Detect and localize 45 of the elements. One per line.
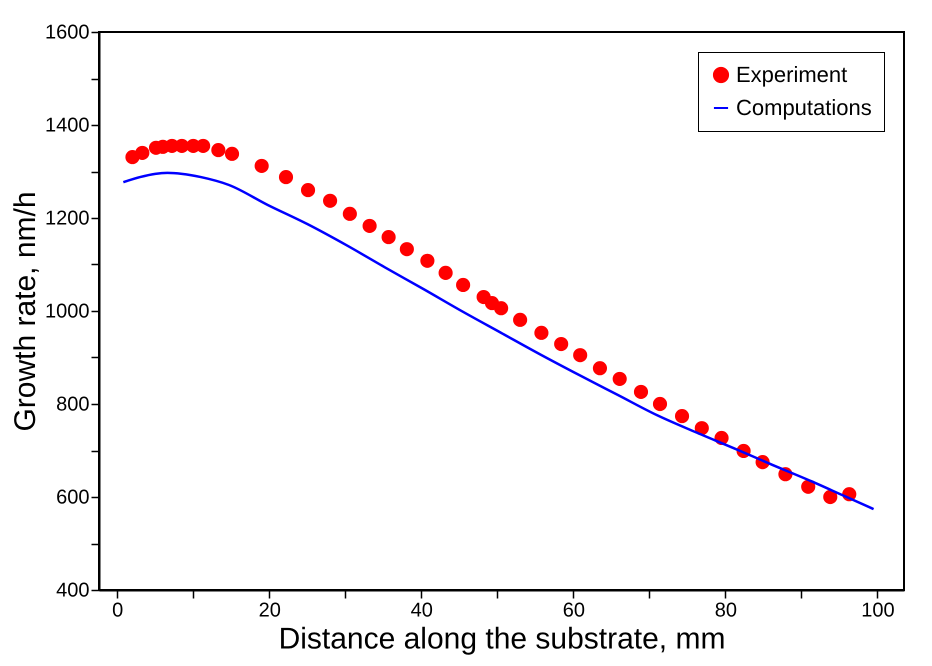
point — [573, 348, 588, 362]
point — [211, 143, 226, 158]
point — [254, 158, 269, 173]
point — [135, 146, 150, 160]
x-tick-label: 0 — [112, 600, 124, 622]
point — [400, 242, 414, 256]
x-tick-label: 20 — [258, 600, 281, 622]
y-tick-label: 1400 — [45, 114, 90, 136]
y-tick-label: 800 — [56, 394, 90, 416]
y-tick-label: 400 — [56, 580, 90, 602]
point — [674, 409, 690, 424]
point — [362, 218, 377, 233]
legend-label: Experiment — [736, 62, 848, 87]
point — [823, 490, 838, 504]
point — [554, 336, 568, 352]
point — [342, 206, 357, 221]
point — [494, 301, 508, 316]
point — [196, 138, 210, 153]
y-axis-title: Growth rate, nm/h — [9, 191, 42, 432]
point — [652, 396, 668, 412]
point — [801, 480, 816, 494]
point — [323, 194, 338, 208]
point — [634, 384, 648, 399]
y-tick-label: 1200 — [45, 208, 90, 230]
point — [534, 326, 548, 340]
legend-label: Computations — [736, 95, 872, 120]
line-series — [122, 172, 875, 510]
x-axis-title: Distance along the substrate, mm — [278, 622, 726, 656]
point — [224, 146, 240, 161]
point — [300, 183, 316, 198]
point — [612, 372, 627, 386]
x-tick-label: 100 — [861, 600, 895, 622]
point — [278, 170, 294, 184]
y-tick-label: 1600 — [45, 22, 90, 44]
point — [438, 266, 453, 280]
point — [513, 312, 528, 327]
y-tick-label: 600 — [56, 486, 90, 508]
point — [456, 278, 470, 292]
y-tick-label: 1000 — [45, 300, 90, 322]
point — [382, 230, 396, 244]
point — [420, 254, 434, 268]
point — [592, 361, 608, 376]
x-tick-label: 80 — [714, 600, 737, 622]
x-tick-label: 60 — [562, 600, 585, 622]
x-tick-label: 40 — [410, 600, 433, 622]
